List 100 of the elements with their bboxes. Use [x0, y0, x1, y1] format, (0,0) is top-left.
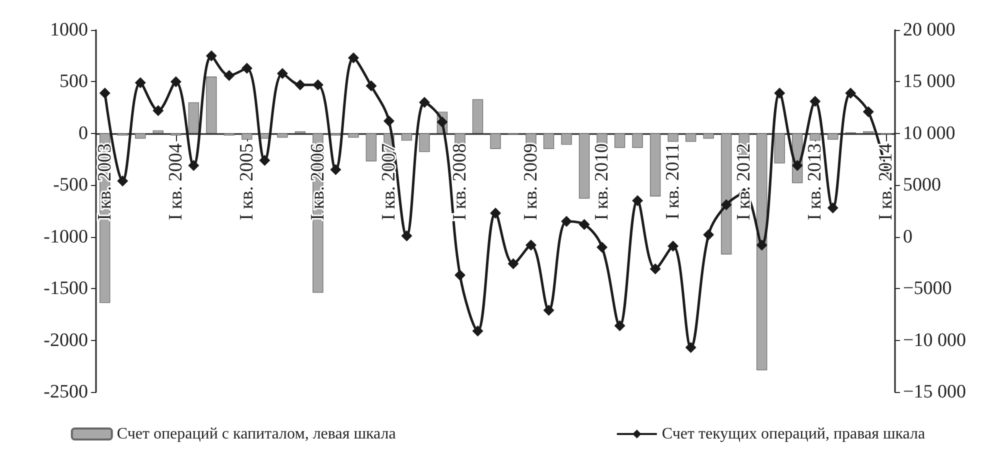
bar [188, 102, 199, 134]
point [756, 240, 768, 251]
y-tick-label: -1000 [44, 226, 88, 248]
point [774, 88, 786, 99]
bar [756, 133, 768, 370]
point [614, 320, 626, 332]
point [845, 88, 856, 99]
point [578, 218, 590, 230]
point [294, 79, 306, 90]
point [508, 258, 519, 270]
point [366, 80, 377, 92]
bar [578, 133, 590, 199]
y-tick-label: -1500 [44, 278, 88, 300]
bar [720, 133, 732, 254]
point [650, 263, 661, 274]
point [99, 88, 110, 99]
bar [206, 76, 217, 134]
bar [242, 133, 252, 140]
bar [277, 133, 288, 138]
bar [490, 133, 501, 149]
bar [419, 133, 430, 152]
y-tick-label: -2500 [44, 382, 88, 402]
bar [685, 133, 696, 142]
y2-tick-label: 0 [903, 226, 912, 248]
point [259, 154, 270, 166]
point [401, 230, 412, 242]
point [526, 240, 537, 251]
bar [828, 133, 838, 140]
x-tick-label: I кв. 2005 [236, 143, 258, 220]
point [792, 160, 803, 171]
point [117, 176, 128, 187]
bar [774, 133, 785, 164]
bar [614, 133, 626, 148]
point [241, 62, 252, 74]
bar [703, 133, 714, 139]
bar [152, 130, 164, 134]
y2-tick-label: −5000 [903, 278, 952, 300]
point [348, 52, 359, 64]
point [330, 164, 342, 176]
x-tick-label: I кв. 2004 [165, 142, 186, 220]
y2-tick-label: 20 000 [903, 20, 956, 40]
x-tick-label: I кв. 2007 [378, 143, 400, 220]
point [152, 105, 164, 116]
point [206, 50, 217, 62]
x-tick-label: I кв. 2012 [734, 143, 755, 220]
bar [348, 133, 359, 138]
point [454, 270, 466, 281]
bar [543, 133, 554, 149]
bar [401, 133, 412, 141]
x-tick-label: I кв. 2010 [592, 143, 613, 220]
x-tick-label: I кв. 2011 [662, 143, 684, 220]
x-tick-label: I кв. 2013 [804, 143, 826, 220]
y2-tick-label: −10 000 [903, 330, 966, 351]
point [134, 77, 146, 88]
bar [454, 133, 466, 144]
bar [561, 133, 572, 145]
point [224, 70, 235, 82]
point [827, 202, 838, 214]
y-tick-label: -2000 [44, 330, 88, 351]
point [810, 96, 821, 107]
bar [135, 133, 146, 139]
x-tick-label: I кв. 2008 [449, 143, 470, 220]
y2-tick-label: 5000 [903, 174, 941, 196]
y2-tick-label: 10 000 [903, 122, 956, 144]
point [312, 79, 324, 90]
point [170, 76, 182, 88]
x-tick-label: I кв. 2003 [94, 143, 116, 220]
point [720, 199, 732, 210]
point [632, 195, 644, 206]
y2-tick-label: −15 000 [903, 382, 966, 402]
point [703, 229, 714, 240]
bar [366, 133, 377, 162]
point [418, 96, 430, 108]
point [685, 342, 696, 354]
bar [668, 133, 678, 142]
y-tick-label: 0 [78, 122, 88, 144]
legend-label: Счет текущих операций, правая шкала [662, 426, 926, 442]
y-tick-label: 1000 [50, 20, 88, 40]
y-tick-label: -500 [53, 174, 88, 196]
legend-label: Счет операций с капиталом, левая шкала [116, 426, 396, 442]
bar [472, 99, 484, 134]
x-tick-label: I кв. 2006 [307, 143, 328, 220]
point [383, 116, 394, 127]
point [472, 325, 484, 336]
point [276, 68, 288, 79]
point [543, 304, 554, 316]
point [436, 116, 448, 128]
point [668, 240, 679, 252]
point [862, 106, 874, 118]
bar [632, 133, 643, 148]
point [188, 160, 200, 171]
point [561, 216, 572, 227]
y-tick-label: 500 [60, 71, 88, 92]
bar [810, 133, 820, 141]
point [596, 242, 608, 253]
x-tick-label: I кв. 2014 [876, 142, 897, 220]
y2-tick-label: 15 000 [903, 71, 956, 92]
x-tick-label: I кв. 2009 [520, 143, 542, 220]
bar [650, 133, 661, 197]
point [490, 208, 501, 219]
